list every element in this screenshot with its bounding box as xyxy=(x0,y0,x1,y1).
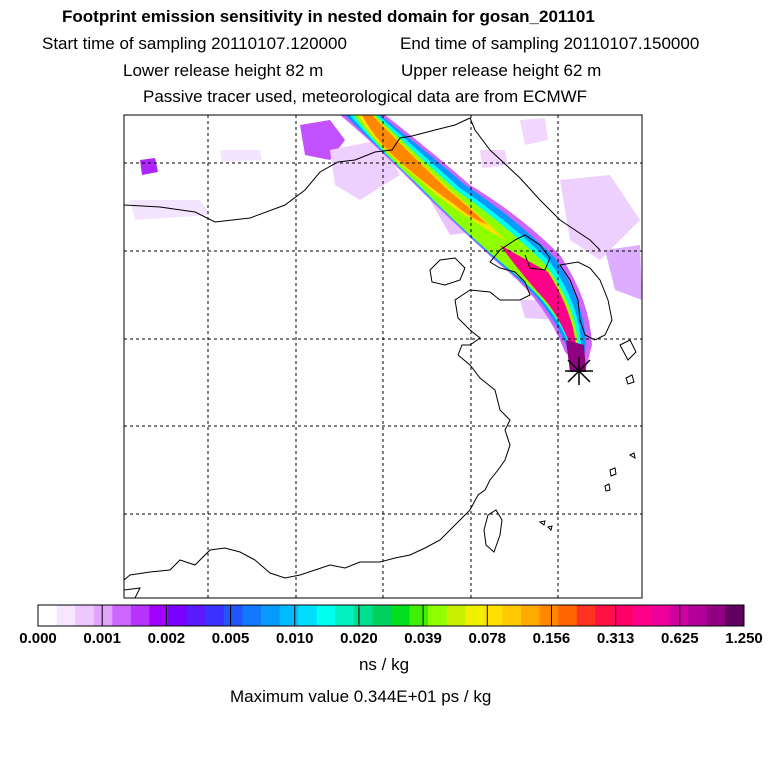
colorbar-tick-label: 0.078 xyxy=(468,630,507,647)
colorbar-cell xyxy=(223,605,243,626)
colorbar-cell xyxy=(279,605,299,626)
tracer-info-label: Passive tracer used, meteorological data… xyxy=(143,87,588,106)
colorbar-cell xyxy=(93,605,113,626)
island xyxy=(628,452,636,460)
colorbar-cell xyxy=(502,605,522,626)
colorbar-cell xyxy=(391,605,411,626)
colorbar-cell xyxy=(56,605,76,626)
plume-magenta xyxy=(500,245,576,360)
japan-kyushu xyxy=(619,339,637,361)
colorbar-cell xyxy=(205,605,225,626)
colorbar-cell xyxy=(483,605,503,626)
colorbar-cell xyxy=(706,605,726,626)
patch xyxy=(140,158,158,175)
colorbar-tick-label: 1.250 xyxy=(725,630,763,647)
patch xyxy=(520,118,548,145)
island xyxy=(609,467,617,477)
colorbar-cell xyxy=(298,605,318,626)
colorbar-cell xyxy=(38,605,58,626)
chart-title: Footprint emission sensitivity in nested… xyxy=(62,7,595,26)
colorbar-cell xyxy=(372,605,392,626)
colorbar-cell xyxy=(149,605,169,626)
colorbar-cell xyxy=(353,605,373,626)
colorbar-tick-label: 0.001 xyxy=(83,630,121,647)
colorbar-tick-label: 0.002 xyxy=(147,630,186,647)
upper-release-label: Upper release height 62 m xyxy=(401,61,602,80)
end-time-label: End time of sampling 20110107.150000 xyxy=(400,34,700,53)
background-patches xyxy=(130,118,642,320)
plume-green xyxy=(354,115,578,362)
colorbar-cell xyxy=(521,605,541,626)
colorbar-cell xyxy=(186,605,206,626)
colorbar-cell xyxy=(130,605,150,626)
plume-cyan xyxy=(350,115,581,365)
hainan xyxy=(124,587,141,598)
graticule xyxy=(124,115,642,598)
patch xyxy=(330,140,400,200)
colorbar-cell xyxy=(632,605,652,626)
plume-orange xyxy=(362,115,488,225)
colorbar xyxy=(37,604,745,627)
colorbar-frame xyxy=(37,604,745,627)
colorbar-cell xyxy=(688,605,708,626)
island xyxy=(538,520,546,526)
start-time-label: Start time of sampling 20110107.120000 xyxy=(42,34,347,53)
colorbar-cell xyxy=(260,605,281,626)
korea-border xyxy=(469,117,601,251)
colorbar-tick-label: 0.313 xyxy=(596,630,635,647)
colorbar-cell xyxy=(112,605,132,626)
patch xyxy=(130,200,210,220)
map-frame xyxy=(123,114,643,599)
colorbar-cell xyxy=(558,605,578,626)
island xyxy=(547,525,553,531)
colorbar-cell xyxy=(539,605,559,626)
colorbar-cell xyxy=(446,605,466,626)
colorbar-tick-label: 0.039 xyxy=(404,630,442,647)
colorbar-cell xyxy=(576,605,596,626)
colorbar-tick-label: 0.156 xyxy=(532,630,571,647)
colorbar-cell xyxy=(725,605,745,626)
patch xyxy=(560,175,640,260)
colorbar-tick-label: 0.010 xyxy=(275,630,314,647)
patch xyxy=(220,150,262,162)
china-east-coast xyxy=(124,354,511,581)
colorbar-cell xyxy=(651,605,671,626)
colorbar-cell xyxy=(465,605,485,626)
island xyxy=(604,483,611,492)
korea-west xyxy=(559,261,613,341)
colorbar-cell xyxy=(595,605,615,626)
liaodong xyxy=(514,234,551,271)
coastlines xyxy=(124,117,637,598)
lower-release-label: Lower release height 82 m xyxy=(123,61,324,80)
maximum-value-label: Maximum value 0.344E+01 ps / kg xyxy=(230,687,492,706)
mainland-inner xyxy=(429,257,466,286)
taiwan xyxy=(483,509,503,553)
colorbar-cell xyxy=(409,605,429,626)
colorbar-tick-label: 0.020 xyxy=(340,630,378,647)
colorbar-cell xyxy=(75,605,95,626)
colorbar-tick-label: 0.000 xyxy=(19,630,57,647)
patch xyxy=(605,245,642,300)
patch xyxy=(480,150,508,168)
colorbar-cell xyxy=(335,605,355,626)
colorbar-cell xyxy=(242,605,262,626)
colorbar-cell xyxy=(669,605,689,626)
colorbar-tick-label: 0.005 xyxy=(211,630,250,647)
colorbar-tick-label: 0.625 xyxy=(661,630,699,647)
island xyxy=(625,374,635,385)
colorbar-cell xyxy=(168,605,188,626)
colorbar-cell xyxy=(428,605,448,626)
colorbar-unit: ns / kg xyxy=(358,655,410,674)
receptor-marker xyxy=(565,357,593,385)
colorbar-cell xyxy=(316,605,336,626)
colorbar-cell xyxy=(613,605,634,626)
